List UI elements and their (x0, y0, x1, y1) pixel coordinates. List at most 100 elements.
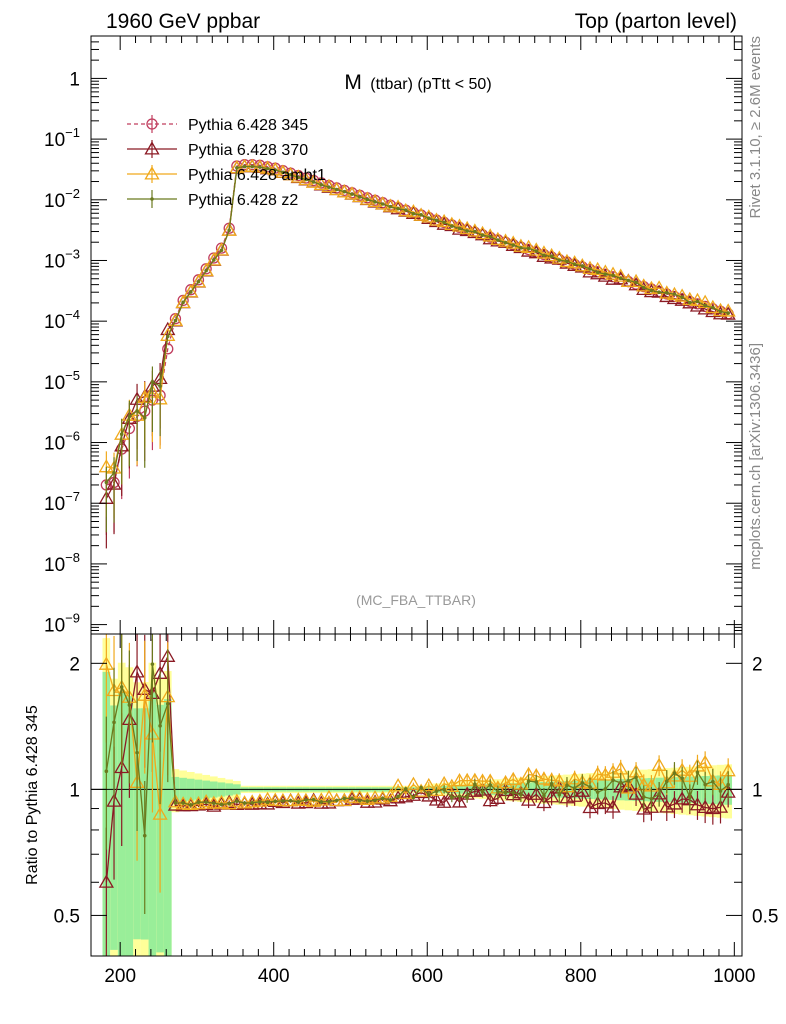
x-tick-label: 600 (411, 966, 443, 987)
ratio-point (695, 770, 700, 775)
ratio-point (528, 786, 544, 800)
data-point (405, 204, 422, 218)
legend-label: Pythia 6.428 370 (188, 142, 308, 159)
data-point (296, 175, 301, 180)
data-point (219, 248, 224, 253)
ratio-point (150, 662, 155, 666)
ratio-point (212, 801, 216, 806)
data-point (526, 246, 531, 251)
ratio-point (496, 789, 500, 794)
watermark: (MC_FBA_TTBAR) (356, 592, 476, 608)
data-point (534, 249, 539, 253)
ratio-point (450, 795, 454, 800)
ratio-point (526, 779, 531, 783)
ratio-point (664, 779, 669, 784)
ratio-y-tick-label: 2 (69, 654, 80, 675)
data-point (711, 305, 715, 310)
y-tick-label: 10−3 (44, 246, 80, 272)
ratio-point (680, 776, 684, 781)
ratio-point (129, 664, 145, 678)
ratio-series-2 (98, 634, 736, 956)
ratio-point (567, 788, 583, 802)
data-point (135, 409, 139, 413)
ratio-point (319, 800, 324, 804)
ratio-point (357, 798, 362, 803)
ratio-point (672, 771, 677, 775)
x-tick-label: 800 (565, 966, 597, 987)
main-y-axis: 10−9 10−8 10−7 10−6 10−5 10−4 10−3 10−2 10−1 1 (44, 35, 742, 637)
series-line (106, 163, 729, 486)
ratio-ylabel: Ratio to Pythia 6.428 345 (24, 705, 41, 885)
ratio-point (158, 724, 162, 728)
legend-label: Pythia 6.428 ambt1 (188, 167, 326, 184)
data-point (726, 311, 730, 315)
data-point (213, 242, 230, 256)
data-point (628, 273, 644, 288)
data-point (258, 165, 262, 169)
ratio-point (626, 778, 631, 783)
ratio-point (480, 790, 485, 794)
legend-marker (146, 118, 158, 130)
ratio-point (574, 783, 590, 797)
ratio-point (204, 800, 208, 804)
data-point (204, 268, 208, 273)
ratio-point (718, 789, 723, 793)
ratio-point (590, 766, 606, 780)
ratio-point (542, 794, 546, 798)
ratio-band-inner (125, 696, 134, 956)
data-point (221, 222, 237, 236)
ratio-point (167, 794, 184, 808)
ratio-series-3 (98, 634, 736, 893)
ratio-point (534, 780, 539, 784)
ratio-band-inner (163, 699, 172, 956)
ratio-point (473, 782, 477, 786)
legend: Pythia 6.428 345 Pythia 6.428 370 Pythia 6… (127, 115, 326, 209)
data-point (572, 262, 577, 267)
data-point (482, 228, 498, 242)
data-point (543, 247, 560, 262)
data-point (365, 197, 370, 202)
ratio-point (511, 790, 516, 795)
ratio-y-tick-label-right: 0.5 (752, 906, 778, 927)
data-point (680, 295, 684, 300)
main-panel (98, 158, 736, 549)
data-point (595, 270, 600, 275)
ratio-point (367, 790, 383, 804)
data-point (703, 303, 707, 308)
ratio-point (543, 789, 560, 803)
ratio-point (104, 769, 109, 774)
ratio-point (474, 773, 491, 787)
header-right: Top (parton level) (575, 10, 737, 33)
data-point (549, 254, 554, 258)
data-point (235, 165, 239, 170)
ratio-point (290, 792, 306, 806)
ratio-point (296, 800, 301, 804)
ratio-point (196, 800, 201, 804)
ratio-point (605, 799, 621, 813)
data-point (288, 172, 293, 177)
ratio-point (434, 789, 439, 794)
ratio-point (421, 777, 437, 792)
ratio-point (288, 798, 293, 803)
data-point (643, 280, 660, 295)
ratio-point (549, 782, 554, 786)
data-point (513, 238, 529, 252)
data-point (273, 168, 278, 172)
y-tick-label: 10−1 (44, 125, 80, 151)
y-tick-label: 10−9 (44, 611, 80, 637)
data-point (565, 259, 569, 264)
data-point (603, 272, 608, 277)
ratio-point (519, 792, 523, 797)
data-point (350, 192, 354, 196)
ratio-point (457, 794, 462, 798)
ratio-point (259, 791, 276, 806)
legend-item: Pythia 6.428 345 (127, 115, 308, 134)
x-tick-label: 400 (258, 966, 290, 987)
data-point (689, 292, 706, 307)
ratio-point (327, 799, 331, 804)
ratio-y-tick-label-right: 2 (752, 654, 763, 675)
data-point (567, 255, 583, 269)
data-point (334, 187, 339, 192)
data-point (605, 266, 621, 280)
